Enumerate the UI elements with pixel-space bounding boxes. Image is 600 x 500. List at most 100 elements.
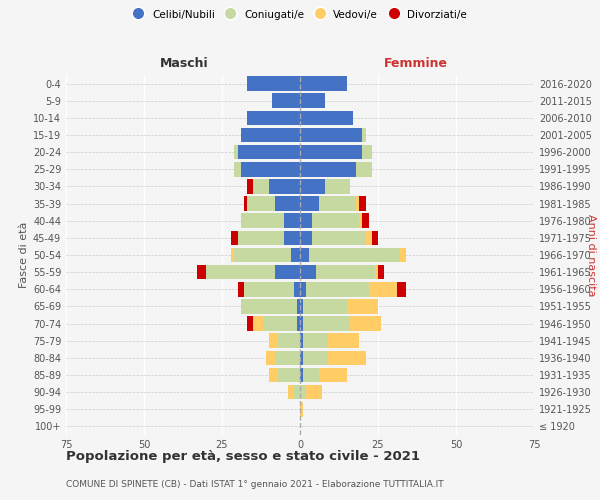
Bar <box>362 128 365 142</box>
Bar <box>300 334 303 348</box>
Bar <box>400 248 406 262</box>
Bar <box>247 76 300 91</box>
Bar <box>300 385 306 400</box>
Bar <box>306 385 322 400</box>
Legend: Celibi/Nubili, Coniugati/e, Vedovi/e, Divorziati/e: Celibi/Nubili, Coniugati/e, Vedovi/e, Di… <box>129 5 471 24</box>
Bar <box>310 248 400 262</box>
Bar <box>375 265 378 280</box>
Bar <box>297 299 300 314</box>
Bar <box>359 214 362 228</box>
Bar <box>300 368 303 382</box>
Bar <box>206 265 275 280</box>
Y-axis label: Fasce di età: Fasce di età <box>19 222 29 288</box>
Bar <box>300 402 303 416</box>
Bar <box>247 110 300 125</box>
Bar <box>328 350 365 365</box>
Bar <box>300 179 325 194</box>
Bar <box>269 179 300 194</box>
Bar <box>278 368 300 382</box>
Bar <box>300 248 310 262</box>
Bar <box>266 350 275 365</box>
Bar <box>232 230 238 245</box>
Bar <box>253 316 263 331</box>
Bar <box>397 282 406 296</box>
Bar <box>287 385 294 400</box>
Bar <box>269 368 278 382</box>
Bar <box>356 196 359 211</box>
Bar <box>303 350 328 365</box>
Bar <box>269 334 278 348</box>
Bar <box>378 265 384 280</box>
Bar <box>303 299 347 314</box>
Bar <box>300 214 313 228</box>
Bar <box>235 162 241 176</box>
Bar <box>244 196 247 211</box>
Bar <box>300 94 325 108</box>
Bar <box>284 214 300 228</box>
Bar <box>300 128 362 142</box>
Bar <box>300 299 303 314</box>
Bar <box>247 196 275 211</box>
Y-axis label: Anni di nascita: Anni di nascita <box>586 214 596 296</box>
Bar <box>290 248 300 262</box>
Bar <box>319 196 356 211</box>
Bar <box>197 265 206 280</box>
Bar <box>272 94 300 108</box>
Bar <box>238 282 244 296</box>
Bar <box>278 334 300 348</box>
Bar <box>316 265 375 280</box>
Text: COMUNE DI SPINETE (CB) - Dati ISTAT 1° gennaio 2021 - Elaborazione TUTTITALIA.IT: COMUNE DI SPINETE (CB) - Dati ISTAT 1° g… <box>66 480 443 489</box>
Bar <box>300 110 353 125</box>
Bar <box>253 179 269 194</box>
Bar <box>325 179 350 194</box>
Bar <box>300 282 306 296</box>
Bar <box>350 316 381 331</box>
Bar <box>319 368 347 382</box>
Bar <box>306 282 368 296</box>
Bar <box>235 248 290 262</box>
Bar <box>241 128 300 142</box>
Bar <box>241 214 284 228</box>
Bar <box>347 299 378 314</box>
Bar <box>275 196 300 211</box>
Bar <box>241 162 300 176</box>
Bar <box>356 162 372 176</box>
Bar <box>275 265 300 280</box>
Bar <box>365 230 372 245</box>
Bar <box>372 230 378 245</box>
Bar <box>284 230 300 245</box>
Bar <box>241 299 297 314</box>
Text: Maschi: Maschi <box>160 57 209 70</box>
Bar <box>247 316 253 331</box>
Bar <box>275 350 300 365</box>
Bar <box>300 350 303 365</box>
Bar <box>303 334 328 348</box>
Bar <box>247 179 253 194</box>
Bar <box>300 316 303 331</box>
Bar <box>244 282 294 296</box>
Bar <box>313 214 359 228</box>
Bar <box>303 316 350 331</box>
Bar <box>362 214 368 228</box>
Bar <box>297 316 300 331</box>
Text: Femmine: Femmine <box>383 57 448 70</box>
Bar <box>300 196 319 211</box>
Bar <box>368 282 397 296</box>
Bar <box>313 230 365 245</box>
Bar <box>300 265 316 280</box>
Bar <box>300 162 356 176</box>
Bar <box>235 145 238 160</box>
Bar <box>232 248 235 262</box>
Bar <box>238 230 284 245</box>
Bar <box>294 282 300 296</box>
Bar <box>294 385 300 400</box>
Bar <box>300 145 362 160</box>
Bar <box>238 145 300 160</box>
Bar <box>300 230 313 245</box>
Bar <box>359 196 365 211</box>
Bar <box>263 316 297 331</box>
Bar <box>303 368 319 382</box>
Text: Popolazione per età, sesso e stato civile - 2021: Popolazione per età, sesso e stato civil… <box>66 450 420 463</box>
Bar <box>300 76 347 91</box>
Bar <box>328 334 359 348</box>
